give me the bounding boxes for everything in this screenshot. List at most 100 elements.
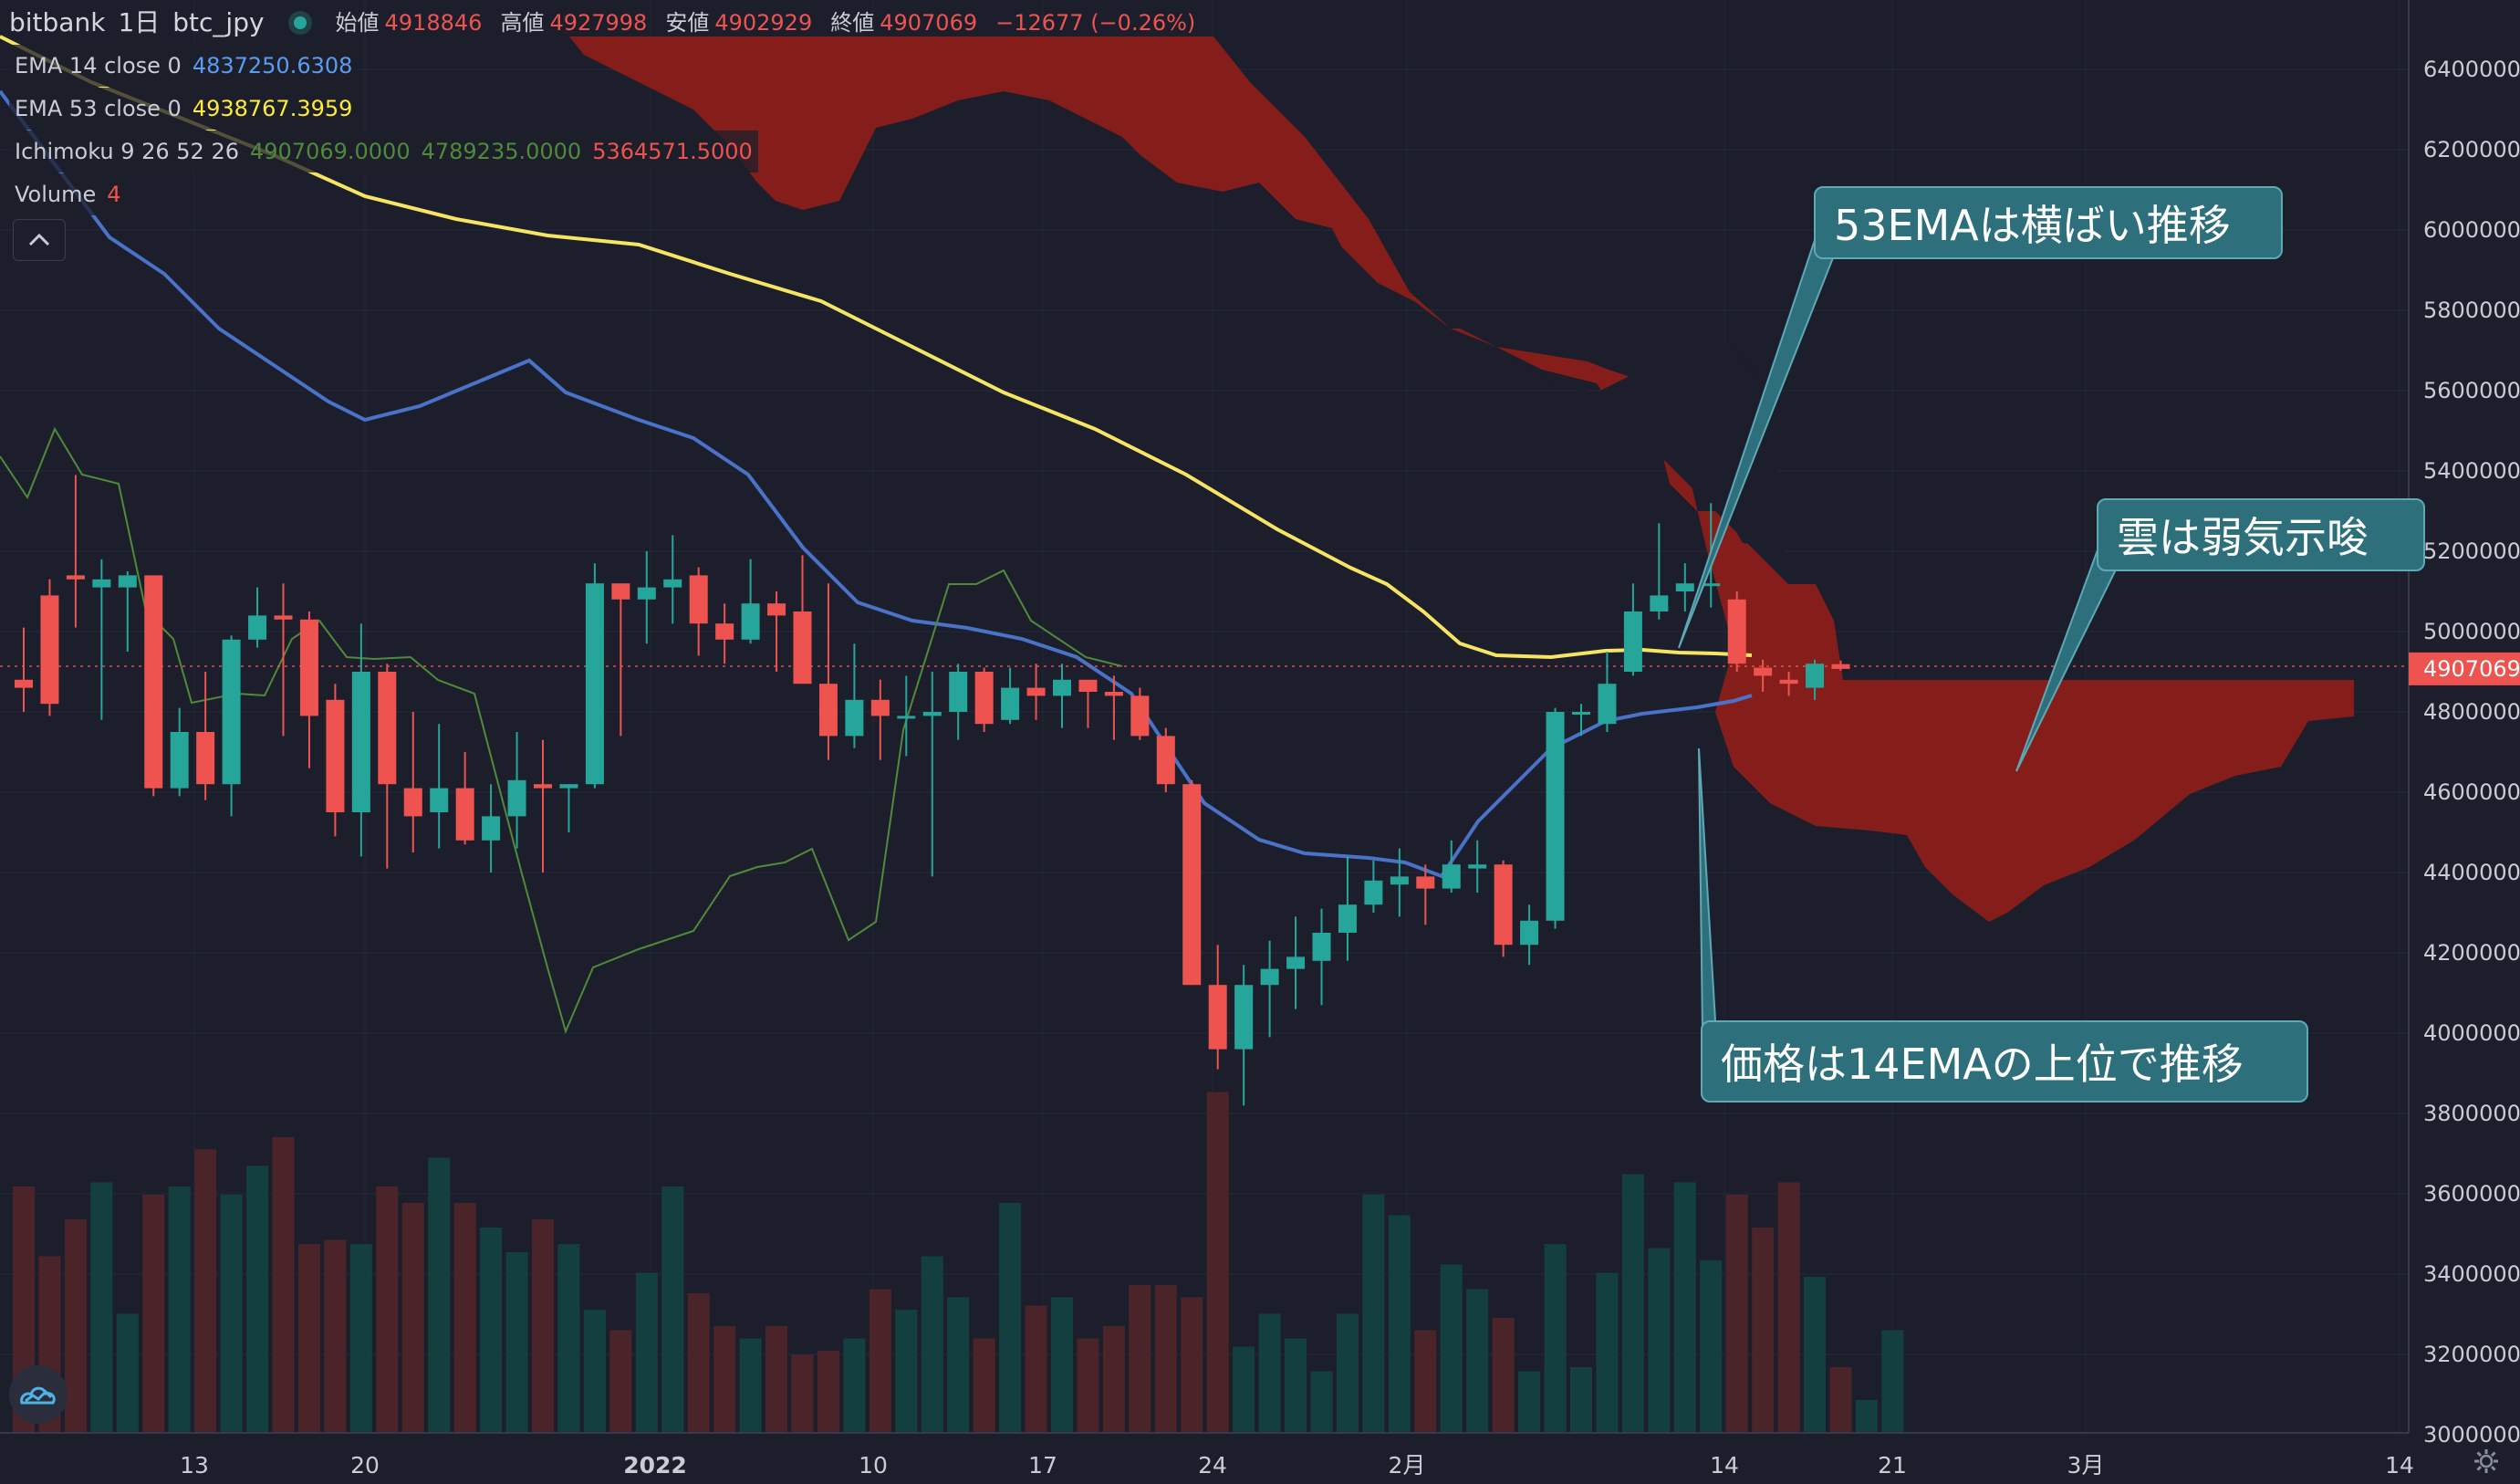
candle[interactable] [40, 579, 59, 716]
ichimoku-legend[interactable]: Ichimoku 9 26 52 26 4907069.0000 4789235.0… [9, 130, 1208, 172]
symbol-name[interactable]: btc_jpy [172, 7, 265, 37]
candle[interactable] [637, 551, 656, 644]
candle[interactable] [870, 679, 890, 760]
candle[interactable] [92, 559, 111, 720]
candle-body [1727, 599, 1746, 664]
candle[interactable] [663, 535, 682, 624]
candle[interactable] [482, 784, 501, 873]
candle[interactable] [534, 739, 552, 873]
candle[interactable] [1130, 687, 1150, 740]
callout-cloud[interactable]: 雲は弱気示唆 [2097, 498, 2425, 571]
volume-bar [376, 1186, 399, 1433]
candle[interactable] [922, 672, 942, 877]
candle[interactable] [1390, 848, 1409, 917]
candle-body [559, 784, 578, 789]
candle-body [1312, 933, 1331, 961]
candle[interactable] [1598, 652, 1617, 732]
candle[interactable] [403, 712, 422, 852]
candle[interactable] [1831, 660, 1850, 671]
ema53-legend[interactable]: EMA 53 close 0 4938767.3959 [9, 87, 1208, 130]
ema14-legend[interactable]: EMA 14 close 0 4837250.6308 [9, 44, 1208, 87]
price-axis[interactable]: 6400000 6200000 6000000 5800000 5600000 54000… [2408, 0, 2520, 1484]
candle-body [585, 583, 604, 785]
volume-legend[interactable]: Volume 4 [9, 172, 1208, 215]
candle[interactable] [897, 675, 916, 757]
candle[interactable] [689, 567, 708, 656]
candle[interactable] [248, 587, 267, 648]
candle[interactable] [1026, 664, 1046, 720]
candle[interactable] [1208, 945, 1227, 1070]
exchange-name[interactable]: bitbank [9, 7, 106, 37]
candle[interactable] [1546, 707, 1565, 929]
candle[interactable] [1260, 940, 1279, 1038]
candle[interactable] [196, 672, 215, 800]
candle[interactable] [1650, 523, 1669, 620]
candle[interactable] [1416, 864, 1435, 925]
volume-bar [1154, 1285, 1177, 1433]
candle[interactable] [793, 555, 812, 685]
candle[interactable] [818, 583, 838, 760]
volume-bar [1129, 1285, 1151, 1433]
price-tick-label: 5600000 [2423, 378, 2520, 403]
candle[interactable] [144, 575, 163, 797]
candle[interactable] [1182, 779, 1202, 986]
candle[interactable] [455, 752, 474, 845]
candle[interactable] [299, 611, 318, 768]
candle[interactable] [1156, 727, 1175, 792]
candle[interactable] [1520, 904, 1539, 966]
interval-label[interactable]: 1日 [118, 7, 161, 37]
candle[interactable] [949, 664, 968, 740]
candle[interactable] [1675, 563, 1694, 611]
candle[interactable] [715, 603, 734, 664]
volume-bar [90, 1182, 113, 1433]
candle[interactable] [611, 583, 630, 737]
candle[interactable] [1001, 667, 1020, 725]
tradingview-logo-icon[interactable] [9, 1365, 68, 1424]
candle[interactable] [507, 732, 526, 849]
candle[interactable] [66, 475, 85, 628]
candle[interactable] [274, 583, 293, 737]
candle[interactable] [1754, 659, 1773, 692]
candle[interactable] [585, 563, 604, 789]
callout-price-above-ema14[interactable]: 価格は14EMAの上位で推移 [1701, 1020, 2308, 1103]
collapse-legend-button[interactable] [13, 219, 66, 261]
candle-body [793, 611, 812, 685]
candle[interactable] [845, 643, 864, 748]
candle[interactable] [1364, 860, 1383, 913]
candle[interactable] [1779, 672, 1798, 696]
candle[interactable] [559, 784, 578, 832]
candle[interactable] [1286, 916, 1306, 1009]
candle[interactable] [378, 664, 397, 869]
candle[interactable] [1806, 659, 1825, 700]
candle-body [299, 619, 318, 716]
candlesticks[interactable] [15, 475, 1850, 1106]
candle-body [974, 672, 994, 725]
time-axis[interactable]: 13 20 2022 10 17 24 2月 14 21 3月 14 [0, 1432, 2414, 1484]
gear-icon[interactable] [2473, 1447, 2500, 1475]
candle[interactable] [170, 707, 189, 797]
candle[interactable] [1572, 704, 1590, 737]
candle[interactable] [351, 623, 370, 857]
candle[interactable] [1312, 908, 1331, 1006]
candle[interactable] [430, 724, 449, 849]
ema14-line [0, 89, 1753, 879]
candle[interactable] [767, 591, 786, 672]
candle[interactable] [118, 571, 137, 652]
price-tick-label: 3200000 [2423, 1342, 2520, 1367]
candle[interactable] [15, 627, 33, 712]
candle[interactable] [1338, 856, 1357, 961]
candle[interactable] [1442, 840, 1461, 893]
candle[interactable] [222, 635, 241, 817]
candle[interactable] [1494, 860, 1513, 957]
candle[interactable] [326, 684, 345, 837]
candle[interactable] [1104, 675, 1123, 740]
candle[interactable] [1234, 965, 1254, 1106]
candle[interactable] [1053, 664, 1071, 728]
candle[interactable] [974, 667, 994, 732]
candle[interactable] [741, 559, 760, 644]
candle[interactable] [1623, 583, 1642, 676]
candle[interactable] [1468, 840, 1487, 893]
candle[interactable] [1727, 591, 1746, 672]
callout-53ema[interactable]: 53EMAは横ばい推移 [1814, 186, 2283, 259]
candle[interactable] [1078, 679, 1098, 728]
